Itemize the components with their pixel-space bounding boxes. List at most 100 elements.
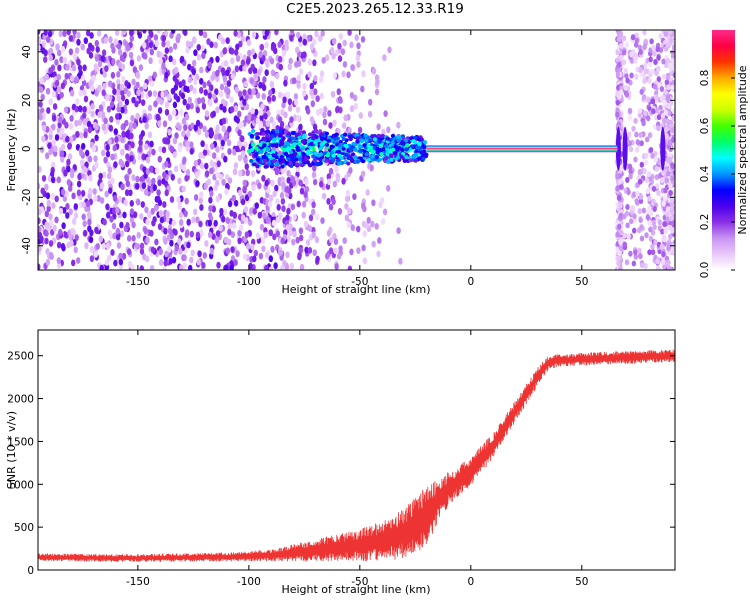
spectrogram-cell <box>185 47 190 54</box>
spectrogram-cell <box>263 231 268 239</box>
spectrogram-cell <box>88 42 93 50</box>
spectrogram-cell <box>331 198 336 206</box>
spectrogram-cell <box>258 142 263 147</box>
spectrogram-cell <box>124 98 130 106</box>
spectrogram-cell <box>371 154 376 159</box>
spectrogram-cell <box>171 256 177 264</box>
spectrogram-cell <box>80 43 85 51</box>
spectrogram-cell <box>239 224 244 232</box>
spectrogram-cell <box>86 47 91 55</box>
spectrogram-cell <box>623 67 628 74</box>
spectrogram-cell <box>129 208 135 216</box>
spectrogram-cell <box>119 230 125 238</box>
spectrogram-cell <box>113 128 119 136</box>
spectrogram-cell <box>93 194 98 202</box>
spectrogram-cell <box>304 178 309 186</box>
spectrogram-cell <box>202 31 208 39</box>
spectrogram-cell <box>66 165 71 173</box>
spectrogram-cell <box>619 42 624 49</box>
spectrogram-cell <box>124 119 129 127</box>
spectrogram-cell <box>120 106 125 114</box>
spectrogram-cell <box>198 30 204 36</box>
spectrogram-cell <box>91 74 97 82</box>
spectrogram-cell <box>319 142 324 147</box>
spectrogram-cell <box>386 184 391 192</box>
spectrogram-cell <box>171 219 176 227</box>
spectrogram-cell <box>656 65 661 72</box>
spectrogram-cell <box>629 72 634 79</box>
spectrogram-cell <box>156 30 161 34</box>
spectrogram-cell <box>342 61 348 68</box>
spectrogram-cell <box>340 48 346 55</box>
spectrogram-cell <box>153 204 159 212</box>
spectrogram-cell <box>129 155 134 162</box>
spectrogram-cell <box>193 49 198 57</box>
spectrogram-cell <box>70 227 75 235</box>
spectrogram-cell <box>633 156 638 163</box>
spectrogram-cell <box>54 195 59 203</box>
spectrogram-cell <box>124 143 129 151</box>
spectrogram-cell <box>669 215 674 222</box>
spectrogram-cell <box>129 35 134 42</box>
spectrogram-cell <box>147 131 153 139</box>
spectrogram-cell <box>232 211 237 219</box>
spectrogram-cell <box>137 145 143 153</box>
spectrogram-cell <box>269 80 274 88</box>
spectrogram-cell <box>666 245 671 252</box>
spectrogram-cell <box>670 127 675 134</box>
spectrogram-cell <box>667 109 672 116</box>
spectrogram-cell <box>337 55 343 62</box>
spectrogram-cell <box>193 208 198 216</box>
spectrogram-cell <box>308 214 314 222</box>
spectrogram-cell <box>142 30 147 34</box>
spectrogram-cell <box>116 71 121 78</box>
spectrogram-cell <box>209 159 214 167</box>
spectrogram-cell <box>245 58 251 65</box>
spectrogram-cell <box>204 240 209 247</box>
spectrogram-cell <box>203 183 208 190</box>
spectrogram-cell <box>207 61 212 69</box>
spectrogram-cell <box>69 240 74 247</box>
spectrogram-cell <box>374 223 379 230</box>
spectrogram-cell <box>68 185 73 192</box>
colorbar-tick-label: 0.4 <box>699 165 711 182</box>
spectrogram-cell <box>172 151 177 159</box>
spectrogram-cell <box>51 139 56 147</box>
spectrogram-cell <box>107 254 112 262</box>
spectrogram-cell <box>618 202 623 209</box>
spectrogram-cell <box>292 213 297 221</box>
colorbar-gradient <box>712 30 735 270</box>
spectrogram-cell <box>628 250 633 257</box>
spectrogram-cell <box>638 67 643 73</box>
spectrogram-cell <box>364 152 369 157</box>
snr-panel: -150 -100 -50 0 50 0 500 1000 1500 2000 2500 Heig… <box>5 329 676 596</box>
spectrogram-cell <box>670 53 675 60</box>
spectrogram-cell <box>102 82 107 90</box>
spectrogram-cell <box>122 30 127 36</box>
spectrogram-cell <box>277 91 283 99</box>
spectrogram-cell <box>284 186 289 193</box>
spectrogram-cell <box>312 249 317 257</box>
spectrogram-cell <box>328 167 334 175</box>
spectrogram-cell <box>60 127 65 135</box>
spectrogram-cell <box>230 57 235 65</box>
spectrogram-cell <box>324 54 330 62</box>
spectrogram-cell <box>153 34 159 41</box>
spectrogram-cell <box>158 57 163 65</box>
spectrogram-cell <box>360 159 366 164</box>
spectrogram-cell <box>653 156 658 163</box>
spectrogram-cell <box>111 46 116 54</box>
spectrogram-cell <box>658 47 664 53</box>
spectrogram-cell <box>663 31 669 37</box>
spectrogram-cell <box>237 237 242 245</box>
spectrogram-cell <box>293 93 299 100</box>
spectrogram-cell <box>122 211 127 219</box>
spectrogram-cell <box>635 139 640 146</box>
spectrogram-cell <box>642 168 647 174</box>
spectrogram-y-tick-label: 40 <box>21 45 33 58</box>
spectrogram-cell <box>164 160 169 168</box>
spectrogram-cell <box>258 81 263 89</box>
spectrogram-cell <box>196 97 202 105</box>
spectrogram-cell <box>253 153 258 158</box>
spectrogram-cell <box>88 236 94 244</box>
